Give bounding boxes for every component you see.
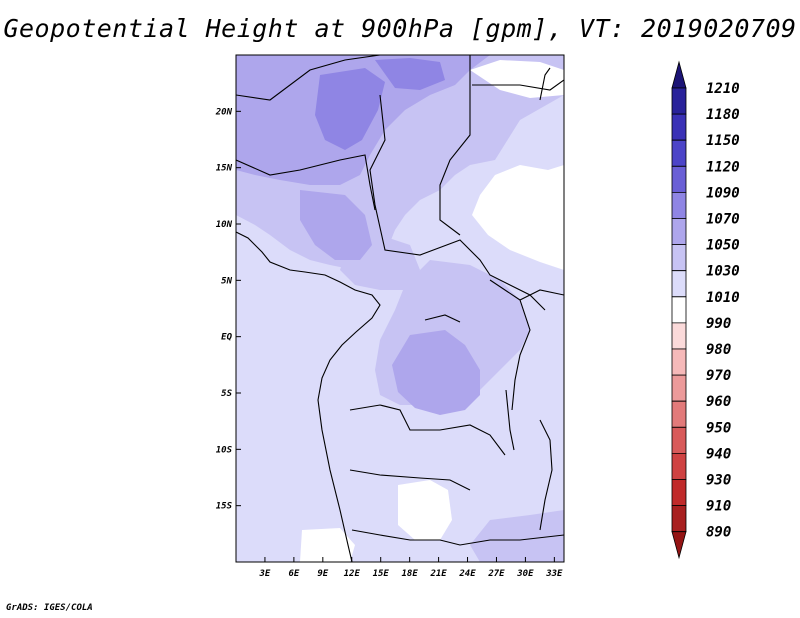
field-band-1010-angola — [398, 480, 452, 540]
y-tick-label: 10S — [216, 445, 233, 455]
colorbar-label: 970 — [706, 368, 731, 384]
x-tick-label: 12E — [344, 569, 361, 579]
colorbar-label: 1030 — [706, 264, 740, 280]
x-tick-label: 18E — [402, 569, 419, 579]
field-band-1070 — [315, 68, 385, 150]
colorbar-label: 990 — [706, 316, 731, 332]
x-tick-label: 9E — [317, 569, 328, 579]
y-tick-label: 5S — [221, 389, 232, 399]
field-band-1050-c — [392, 330, 480, 415]
y-tick-label: 10N — [216, 220, 233, 230]
x-tick-label: 6E — [288, 569, 299, 579]
field-band-1030-d — [470, 510, 564, 562]
colorbar-swatch — [671, 192, 687, 219]
colorbar-label: 1050 — [706, 238, 740, 254]
colorbar-swatch — [671, 270, 687, 298]
colorbar-label: 1090 — [706, 185, 740, 201]
colorbar-swatch — [671, 505, 687, 533]
x-tick-label: 33E — [545, 569, 563, 579]
colorbar-label: 980 — [706, 342, 731, 358]
colorbar-swatch — [671, 426, 687, 454]
colorbar-swatch — [671, 244, 687, 272]
colorbar-swatch — [671, 139, 687, 167]
x-tick-label: 15E — [373, 569, 390, 579]
colorbar-swatch — [671, 479, 687, 506]
colorbar-swatch — [671, 60, 687, 89]
colorbar-label: 940 — [706, 446, 731, 462]
colorbar-swatch — [671, 348, 687, 376]
field-band-1050-b — [300, 190, 372, 260]
colorbar-swatch — [671, 165, 687, 193]
colorbar-label: 910 — [706, 499, 731, 515]
y-tick-label: 15N — [216, 164, 233, 174]
colorbar-swatch — [671, 218, 687, 245]
y-tick-label: 20N — [215, 107, 233, 117]
y-tick-label: 15S — [216, 502, 233, 512]
x-tick-label: 30E — [516, 569, 534, 579]
colorbar-label: 1210 — [706, 81, 740, 97]
colorbar-swatch — [671, 531, 687, 560]
y-tick-label: 5N — [221, 276, 232, 286]
y-tick-label: EQ — [221, 333, 232, 343]
colorbar-label: 1070 — [706, 212, 740, 228]
colorbar-label: 1010 — [706, 290, 740, 306]
colorbar-swatch — [671, 400, 687, 428]
x-tick-label: 21E — [429, 569, 447, 579]
field-band-1070-b — [375, 58, 445, 90]
coastlines-borders — [236, 55, 564, 562]
colorbar-swatch — [671, 374, 687, 402]
footer-credit: GrADS: IGES/COLA — [6, 603, 93, 613]
x-tick-label: 3E — [259, 569, 271, 579]
colorbar-swatch — [671, 87, 687, 115]
field-band-1010-south — [300, 528, 355, 562]
x-tick-label: 24E — [458, 569, 476, 579]
colorbar-label: 890 — [706, 525, 731, 541]
colorbar-label: 1120 — [706, 159, 740, 175]
colorbar-swatch — [671, 296, 687, 324]
x-tick-label: 27E — [487, 569, 505, 579]
colorbar-label: 930 — [706, 473, 731, 489]
colorbar-swatch — [671, 322, 687, 350]
colorbar-label: 1180 — [706, 107, 740, 123]
colorbar-label: 950 — [706, 420, 731, 436]
map-frame — [235, 54, 565, 563]
colorbar-swatch — [671, 453, 687, 480]
field-band-1010-east — [472, 165, 564, 270]
chart-title: Geopotential Height at 900hPa [gpm], VT:… — [3, 14, 797, 43]
colorbar-swatch — [671, 113, 687, 141]
colorbar-label: 960 — [706, 394, 731, 410]
colorbar-label: 1150 — [706, 133, 740, 149]
